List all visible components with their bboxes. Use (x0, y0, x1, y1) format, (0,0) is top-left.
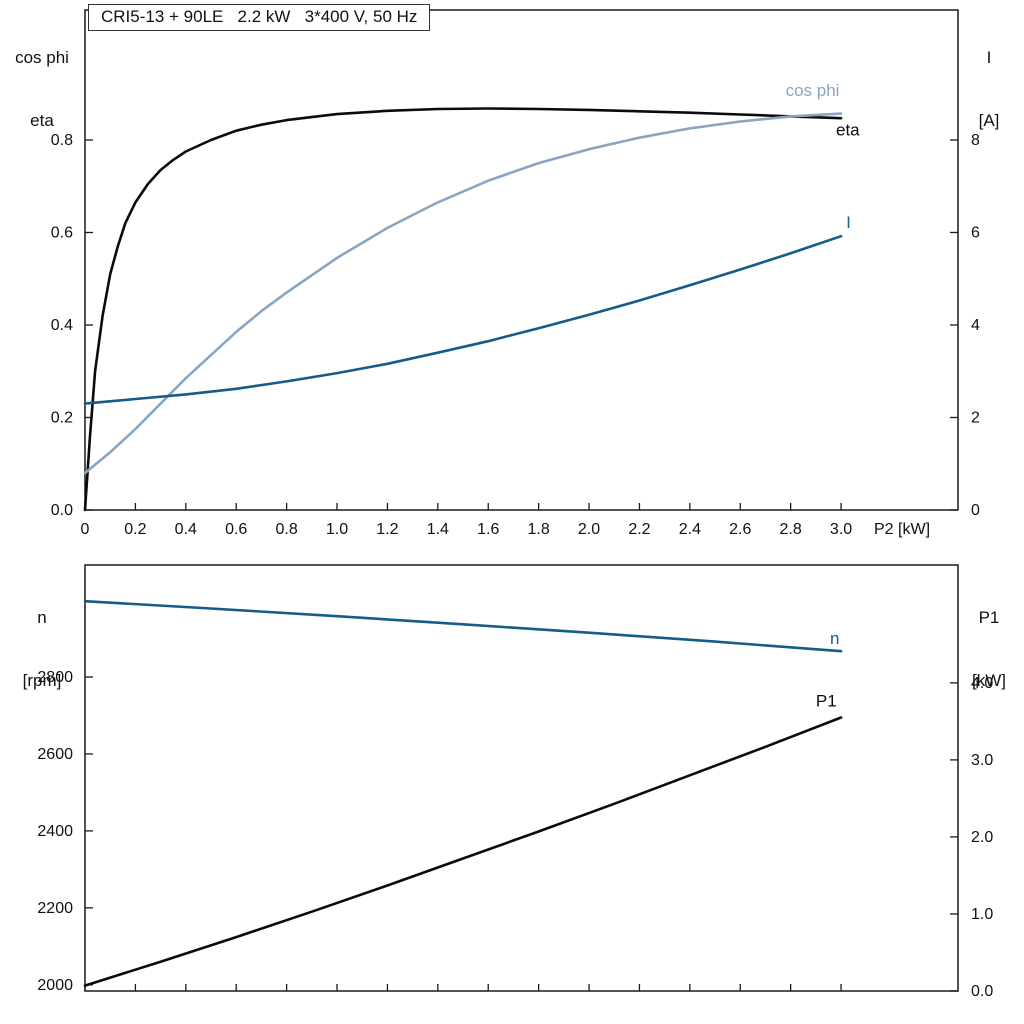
x-axis-title: P2 [kW] (874, 521, 931, 538)
cos-phi-axis-label: cos phi (15, 48, 69, 67)
current-curve-label: I (846, 213, 851, 232)
top-chart: 0 0.2 0.4 0.6 0.8 1.0 1.2 1.4 1.6 1.8 2.0 2.2 2.4 2.6… (51, 9, 980, 538)
top-left-axis-title: cos phi eta (2, 5, 82, 173)
x-tick-label: 0 (81, 521, 90, 538)
x-tick-label: 0.2 (124, 521, 146, 538)
x-tick-label: 2.2 (628, 521, 650, 538)
right-tick-label: 8 (971, 132, 980, 149)
right-tick-label: 4 (971, 317, 980, 334)
right-tick-label: 1.0 (971, 906, 993, 923)
x-tick-label: 0.6 (225, 521, 247, 538)
x-tick-label: 3.0 (830, 521, 852, 538)
plot-frame (84, 9, 959, 511)
cos-phi-curve (83, 112, 843, 475)
bottom-left-axis-title: n [rpm] (0, 565, 84, 733)
p1-axis-label: P1 (978, 608, 1000, 627)
left-tick-label: 0.6 (51, 224, 73, 241)
right-tick-label: 0.0 (971, 983, 993, 1000)
left-tick-label: 2200 (37, 900, 73, 917)
x-tick-label: 0.8 (275, 521, 297, 538)
eta-curve-label: eta (836, 120, 860, 139)
x-tick-label: 1.0 (326, 521, 348, 538)
chart-title-box: CRI5-13 + 90LE 2.2 kW 3*400 V, 50 Hz (88, 4, 431, 31)
right-tick-label: 0 (971, 502, 980, 519)
p1-curve (83, 716, 843, 987)
left-tick-label: 0.4 (51, 317, 73, 334)
eta-curve (83, 107, 843, 512)
left-tick-label: 0.8 (51, 132, 73, 149)
x-tick-label: 2.6 (729, 521, 751, 538)
rpm-unit-label: [rpm] (22, 671, 62, 690)
cos-phi-curve-label: cos phi (786, 81, 840, 100)
x-tick-label: 1.6 (477, 521, 499, 538)
speed-axis-label: n (37, 608, 47, 627)
right-tick-label: 2.0 (971, 829, 993, 846)
x-tick-label: 1.8 (528, 521, 550, 538)
kw-unit-label: [kW] (972, 671, 1006, 690)
bottom-right-axis-title: P1 [kW] (960, 565, 1018, 733)
plot-frame (84, 564, 959, 992)
current-curve (83, 234, 843, 405)
right-tick-label: 4.0 (971, 675, 993, 692)
bottom-chart: 2000 2200 2400 2600 2800 0.0 1.0 2.0 3.0 4.0 n P1 (37, 564, 993, 1000)
speed-curve (83, 599, 843, 653)
left-tick-label: 0.2 (51, 409, 73, 426)
x-tick-label: 1.2 (376, 521, 398, 538)
x-tick-label: 1.4 (427, 521, 449, 538)
x-tick-label: 0.4 (175, 521, 197, 538)
left-tick-label: 2600 (37, 746, 73, 763)
left-tick-label: 0.0 (51, 502, 73, 519)
left-tick-label: 2400 (37, 823, 73, 840)
x-tick-label: 2.0 (578, 521, 600, 538)
right-tick-label: 6 (971, 224, 980, 241)
top-right-axis-title: I [A] (960, 5, 1018, 173)
left-tick-label: 2000 (37, 977, 73, 994)
ampere-unit-label: [A] (978, 111, 1000, 130)
speed-curve-label: n (830, 629, 839, 648)
p1-curve-label: P1 (816, 692, 837, 711)
right-tick-label: 3.0 (971, 752, 993, 769)
right-tick-label: 2 (971, 409, 980, 426)
x-tick-label: 2.4 (679, 521, 701, 538)
current-axis-label: I (986, 48, 992, 67)
x-tick-label: 2.8 (780, 521, 802, 538)
left-tick-label: 2800 (37, 669, 73, 686)
eta-axis-label: eta (30, 111, 54, 130)
